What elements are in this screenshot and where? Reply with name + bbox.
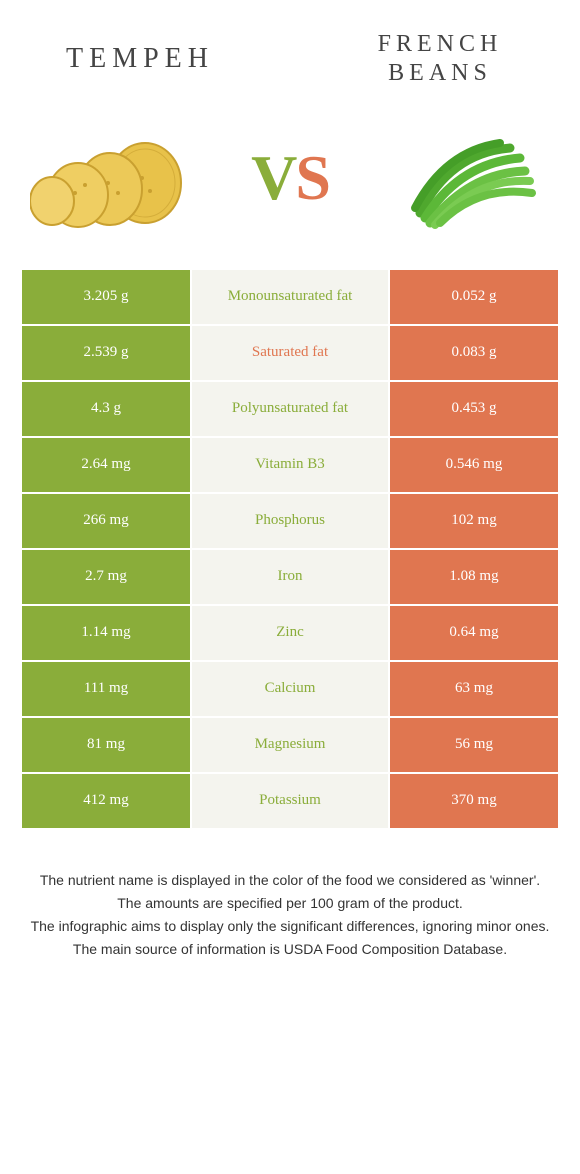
right-value: 63 mg [389,661,559,717]
table-row: 111 mgCalcium63 mg [21,661,559,717]
vs-v: V [251,142,295,213]
table-row: 3.205 gMonounsaturated fat0.052 g [21,269,559,325]
nutrient-label: Monounsaturated fat [191,269,389,325]
header: TEMPEH FRENCH BEANS [0,0,580,98]
footer-line-1: The nutrient name is displayed in the co… [30,870,550,891]
nutrient-label: Calcium [191,661,389,717]
footer-line-4: The main source of information is USDA F… [30,939,550,960]
right-food-title: FRENCH BEANS [340,30,540,88]
right-value: 370 mg [389,773,559,829]
footer-line-2: The amounts are specified per 100 gram o… [30,893,550,914]
table-row: 266 mgPhosphorus102 mg [21,493,559,549]
footer-notes: The nutrient name is displayed in the co… [0,830,580,982]
comparison-table: 3.205 gMonounsaturated fat0.052 g2.539 g… [20,268,560,830]
right-value: 0.64 mg [389,605,559,661]
footer-line-3: The infographic aims to display only the… [30,916,550,937]
right-value: 102 mg [389,493,559,549]
right-value: 1.08 mg [389,549,559,605]
table-row: 81 mgMagnesium56 mg [21,717,559,773]
right-value: 0.546 mg [389,437,559,493]
left-value: 1.14 mg [21,605,191,661]
nutrient-label: Polyunsaturated fat [191,381,389,437]
table-row: 2.539 gSaturated fat0.083 g [21,325,559,381]
left-value: 412 mg [21,773,191,829]
table-row: 1.14 mgZinc0.64 mg [21,605,559,661]
left-value: 2.539 g [21,325,191,381]
nutrient-label: Phosphorus [191,493,389,549]
nutrient-label: Iron [191,549,389,605]
right-value: 0.453 g [389,381,559,437]
left-value: 3.205 g [21,269,191,325]
nutrient-label: Potassium [191,773,389,829]
vs-label: VS [251,141,329,215]
right-value: 0.052 g [389,269,559,325]
table-row: 4.3 gPolyunsaturated fat0.453 g [21,381,559,437]
nutrient-label: Saturated fat [191,325,389,381]
table-row: 2.7 mgIron1.08 mg [21,549,559,605]
vs-s: S [295,142,329,213]
nutrient-label: Zinc [191,605,389,661]
nutrient-label: Magnesium [191,717,389,773]
right-value: 56 mg [389,717,559,773]
left-value: 2.7 mg [21,549,191,605]
french-beans-image [390,118,550,238]
right-value: 0.083 g [389,325,559,381]
left-value: 266 mg [21,493,191,549]
left-food-title: TEMPEH [40,42,240,76]
left-value: 111 mg [21,661,191,717]
nutrient-label: Vitamin B3 [191,437,389,493]
table-row: 2.64 mgVitamin B30.546 mg [21,437,559,493]
table-row: 412 mgPotassium370 mg [21,773,559,829]
left-value: 2.64 mg [21,437,191,493]
left-value: 81 mg [21,717,191,773]
vs-row: VS [0,98,580,268]
tempeh-image [30,118,190,238]
left-value: 4.3 g [21,381,191,437]
